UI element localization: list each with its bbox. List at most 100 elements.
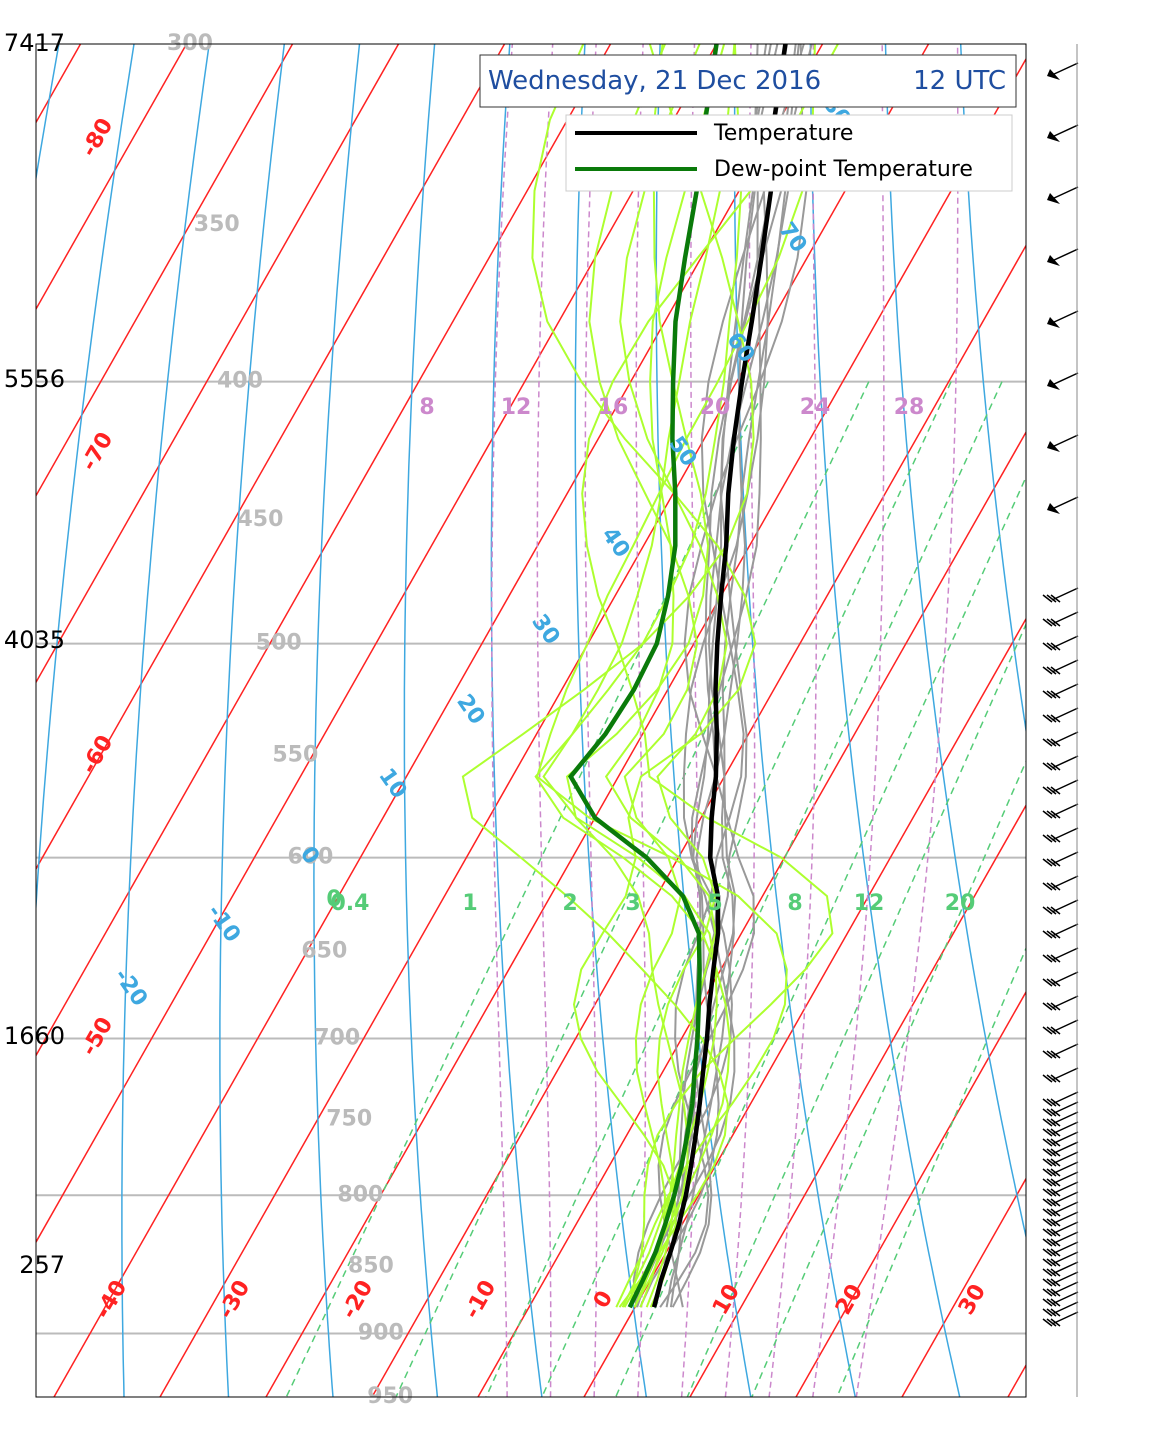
wind-barb <box>1042 1291 1079 1307</box>
wind-barb <box>1042 755 1079 771</box>
wind-barb <box>1047 62 1079 80</box>
isotherm-line <box>36 44 612 1057</box>
mixing-ratio-label: 5 <box>707 891 722 916</box>
wind-barb <box>1042 1201 1079 1217</box>
mixing-ratio-line <box>751 759 1026 1397</box>
moist-adiabat-line <box>680 44 699 1397</box>
isotherm-line <box>1007 1363 1026 1397</box>
moist-adiabat-label: 24 <box>800 395 831 420</box>
mixing-ratio-label: 1 <box>462 891 477 916</box>
pressure-label: 750 <box>326 1107 372 1132</box>
wind-barb <box>1042 803 1079 819</box>
wind-barb <box>1042 1121 1079 1137</box>
title-box: Wednesday, 21 Dec 2016 12 UTC <box>479 54 1017 108</box>
isotherm-line <box>265 57 1026 1397</box>
isotherm-line <box>36 44 506 871</box>
wind-barb <box>1042 851 1079 867</box>
ensemble-dewpoint-lines <box>461 44 839 1308</box>
wind-barb <box>1042 1231 1079 1247</box>
wind-barb <box>1047 310 1079 328</box>
pressure-label: 900 <box>358 1321 404 1346</box>
wind-barb <box>1047 186 1079 204</box>
moist-adiabat-line <box>812 44 885 1397</box>
ensemble-dewpoint-line <box>535 44 816 1308</box>
isotherm-label: -30 <box>214 1276 256 1323</box>
wind-barb <box>1042 1151 1079 1167</box>
dry-adiabat-label: 20 <box>451 690 489 729</box>
wind-barb <box>1042 1043 1079 1059</box>
isotherm-label: 0 <box>589 1287 618 1313</box>
wind-barb <box>1047 434 1079 452</box>
mixing-ratio-label: 2 <box>562 891 577 916</box>
pressure-label: 700 <box>314 1026 360 1051</box>
dry-adiabat-label: 10 <box>373 764 411 803</box>
wind-barb <box>1042 635 1079 651</box>
isotherm-label: -10 <box>460 1276 502 1323</box>
wind-barb <box>1042 1191 1079 1207</box>
pressure-label: 450 <box>237 507 283 532</box>
mixing-ratio-line <box>615 475 1026 1397</box>
ensemble-dewpoint-line <box>619 44 728 1308</box>
wind-barb <box>1042 1101 1079 1117</box>
wind-barb <box>1042 683 1079 699</box>
moist-adiabat-line <box>491 44 514 1397</box>
pressure-label: 650 <box>301 939 347 964</box>
isotherm-label: -60 <box>77 731 119 778</box>
ensemble-temperature-line <box>657 44 808 1308</box>
dry-adiabat-line <box>313 44 361 1397</box>
legend-label-temperature: Temperature <box>713 121 853 146</box>
wind-barb <box>1042 1211 1079 1227</box>
ensemble-temperature-line <box>636 44 772 1308</box>
plot-frame <box>35 43 1027 1398</box>
isotherm-line <box>795 990 1026 1397</box>
moist-adiabat-label: 12 <box>501 395 532 420</box>
mixing-ratio-label: 8 <box>787 891 802 916</box>
wind-barb <box>1042 1301 1079 1317</box>
pressure-label: 600 <box>287 845 333 870</box>
isotherm-line <box>159 44 930 1397</box>
mixing-ratio-label: 3 <box>625 891 640 916</box>
wind-barb <box>1042 1161 1079 1177</box>
mixing-ratio-line <box>395 381 870 1397</box>
dry-adiabat-line <box>36 44 135 916</box>
moist-adiabat-label: 28 <box>894 395 925 420</box>
dry-adiabat-line <box>403 44 439 1397</box>
dry-adiabat-line <box>884 44 1026 1240</box>
moist-adiabat-label: 20 <box>700 395 731 420</box>
mixing-ratio-line <box>686 622 1026 1397</box>
pressure-label: 850 <box>348 1253 394 1278</box>
wind-barb <box>1042 875 1079 891</box>
isotherm-label: -40 <box>91 1276 133 1323</box>
wind-barb <box>1042 1091 1079 1107</box>
wind-barb <box>1042 1241 1079 1257</box>
wind-barb <box>1042 731 1079 747</box>
ensemble-temperature-line <box>659 44 805 1308</box>
wind-barb <box>1042 971 1079 987</box>
isotherm-label: -80 <box>77 114 119 161</box>
dry-adiabat-line <box>121 44 210 1397</box>
height-label: 4035 <box>4 626 65 654</box>
dry-adiabat-label: 70 <box>773 218 811 257</box>
wind-barb <box>1042 1111 1079 1127</box>
wind-barb <box>1042 923 1079 939</box>
ensemble-dewpoint-line <box>588 44 699 1308</box>
isotherm-line <box>36 44 718 1244</box>
isotherm-line <box>371 244 1026 1397</box>
height-label: 257 <box>19 1251 65 1279</box>
isotherm-label: 30 <box>954 1280 991 1319</box>
wind-barb <box>1042 995 1079 1011</box>
isotherm-line <box>689 803 1026 1397</box>
wind-barb <box>1042 1131 1079 1147</box>
moist-adiabat-line <box>584 44 598 1397</box>
isotherm-line <box>1114 44 1152 1397</box>
chart-title: Wednesday, 21 Dec 2016 <box>488 66 821 96</box>
background-grid <box>36 44 1152 1397</box>
wind-barb <box>1042 1067 1079 1083</box>
isotherm-line <box>53 44 824 1397</box>
isotherm-line <box>36 44 188 311</box>
mixing-ratio-label: 12 <box>854 891 885 916</box>
wind-barb <box>1042 899 1079 915</box>
temperature-profile <box>651 44 788 1308</box>
wind-barb <box>1042 779 1079 795</box>
